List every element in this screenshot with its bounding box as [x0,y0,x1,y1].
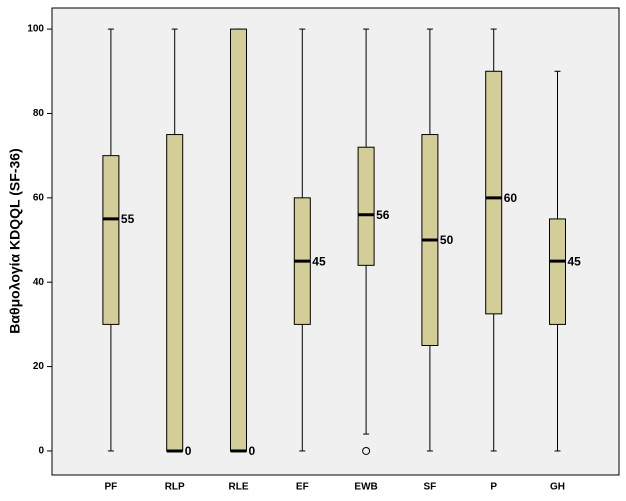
median-label: 55 [121,212,135,226]
y-tick-label: 60 [33,192,45,203]
box [102,155,120,325]
x-tick-label: EF [296,482,309,493]
median-label: 45 [568,254,582,268]
plot-area [51,7,620,476]
x-tick-label: P [490,482,497,493]
median-label: 45 [312,254,326,268]
y-tick-label: 100 [27,24,44,35]
x-tick-label: GH [550,482,565,493]
y-axis-label: Βαθμολογία KDQQL (SF-36) [7,148,23,333]
y-tick-label: 40 [33,277,45,288]
y-tick-label: 0 [38,446,44,457]
y-tick-label: 20 [33,361,45,372]
x-tick-label: PF [105,482,118,493]
median-label: 50 [440,233,454,247]
median-label: 60 [504,191,518,205]
median-label: 56 [376,208,390,222]
x-tick-label: SF [424,482,437,493]
box [166,134,184,452]
y-tick-label: 80 [33,108,45,119]
x-tick-label: RLE [229,482,249,493]
x-tick-label: RLP [165,482,185,493]
outlier [362,446,371,455]
box [549,218,566,325]
x-tick-label: EWB [354,482,377,493]
median-label: 0 [185,444,192,458]
box [357,146,375,266]
box [485,70,503,315]
box [230,28,247,452]
median-label: 0 [249,444,256,458]
